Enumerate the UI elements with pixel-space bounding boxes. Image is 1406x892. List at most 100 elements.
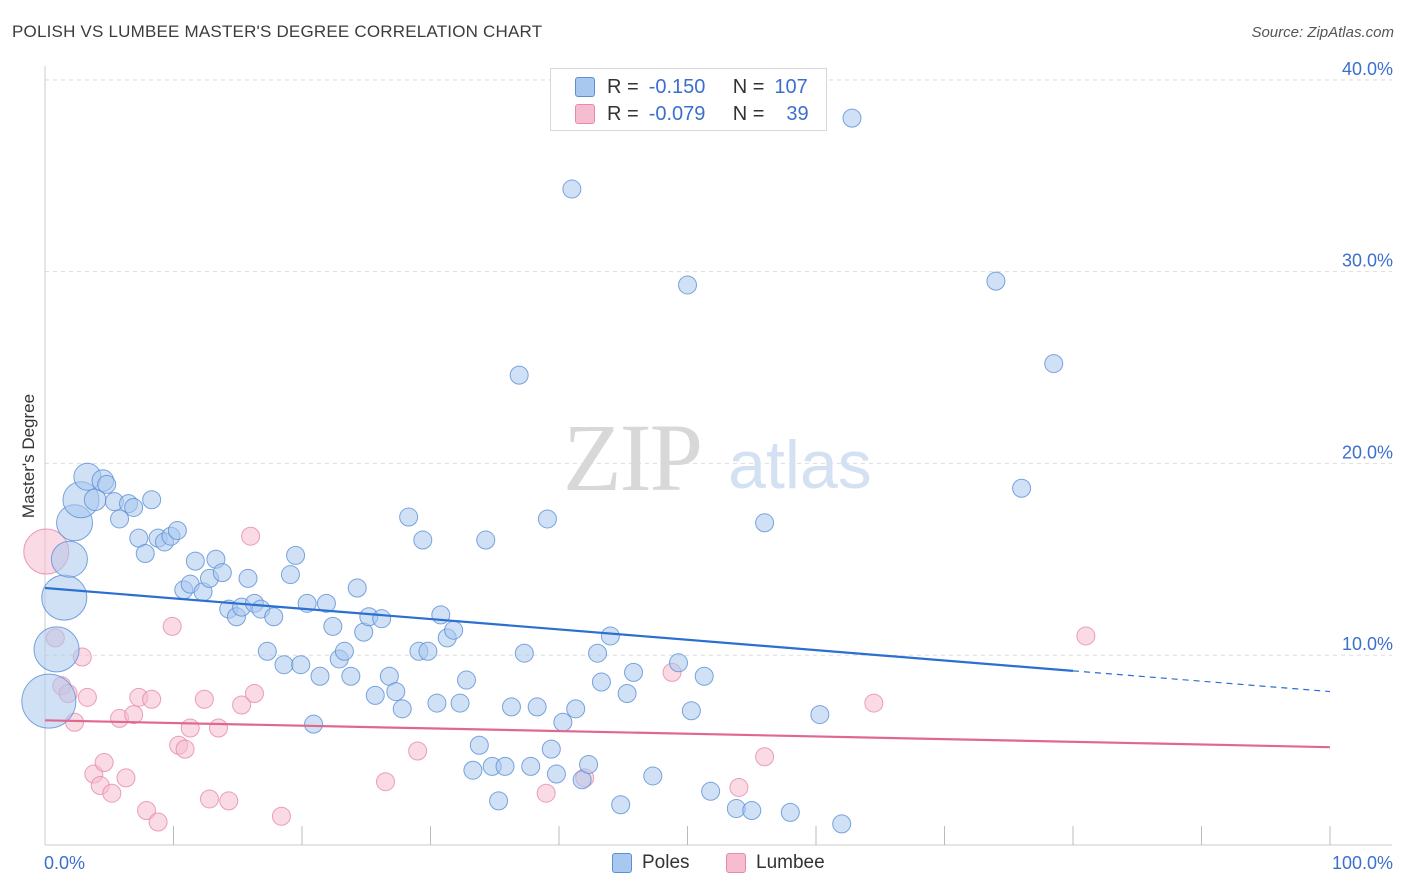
poles-point [489,791,509,811]
lumbee-point [102,783,122,803]
watermark-atlas: atlas [728,427,872,503]
lumbee-point [271,806,291,826]
poles-point [611,795,631,815]
poles-point [541,739,561,759]
poles-point [678,275,697,295]
source-label: Source: ZipAtlas.com [1251,24,1394,41]
lumbee-point [219,791,239,811]
n-value-poles: 107 [774,75,808,98]
poles-point [669,653,689,673]
legend-item-lumbee: Lumbee [726,852,825,874]
trend-layer [44,586,1331,749]
poles-legend-swatch [612,853,632,873]
poles-point [257,641,277,661]
poles-point [1044,354,1064,374]
poles-point [810,705,830,725]
poles-point [341,666,361,686]
poles-point [291,655,311,675]
poles-point [588,643,608,663]
n-label: N = [732,102,765,125]
lumbee-point [376,772,396,792]
poles-point [304,714,324,734]
poles-point [310,666,330,686]
poles-point [392,699,412,719]
poles-point [1012,478,1032,498]
lumbee-point [137,800,157,820]
lumbee-point [142,689,162,709]
poles-point [21,673,77,729]
r-value-lumbee: -0.079 [648,102,706,125]
poles-point [643,766,663,786]
legend-item-poles: Poles [612,852,690,874]
poles-point [521,756,541,776]
poles-point [418,641,438,661]
poles-point [527,697,547,717]
grid-layer [45,79,1392,656]
lumbee-point [232,695,252,715]
poles-point [509,365,529,385]
poles-point [832,814,852,834]
poles-point [97,474,117,494]
poles-point [553,712,573,732]
lumbee-point [162,616,182,636]
lumbee-point [94,753,114,773]
n-label: N = [732,75,765,98]
poles-point [142,490,162,510]
lumbee-point [241,526,261,546]
lumbee-trend-line [44,719,1331,749]
poles-point [579,754,599,774]
poles-point [110,509,130,529]
legend-row-lumbee: R = -0.079 N = 39 [575,101,809,127]
lumbee-point [77,687,97,707]
poles-trend-extension [1072,670,1331,693]
poles-point [444,620,464,640]
poles-point [600,626,620,646]
poles-point [566,699,586,719]
poles-point [501,697,521,717]
lumbee-point [1076,626,1096,646]
poles-point [413,530,433,550]
poles-point [372,609,392,629]
lumbee-point [755,747,775,767]
poles-point [780,802,800,822]
poles-point [347,578,367,598]
lumbee-point [124,705,144,725]
lumbee-legend-swatch [726,853,746,873]
poles-point [842,108,862,128]
poles-point [624,662,644,682]
y-tick-label: 10.0% [1342,634,1393,654]
y-tick-label: 40.0% [1342,59,1393,79]
poles-legend-label: Poles [642,852,690,873]
poles-point [463,760,483,780]
lumbee-point [536,783,556,803]
poles-point [755,513,775,533]
poles-point [238,568,258,588]
poles-point [274,655,294,675]
poles-trend-line [44,586,1074,672]
poles-point [617,683,637,703]
watermark: ZIP atlas [563,404,872,511]
poles-point [701,781,721,801]
poles-point [694,666,714,686]
n-value-lumbee: 39 [786,102,809,125]
poles-point [546,764,566,784]
poles-point [135,543,155,563]
labels-layer: 10.0% 20.0% 30.0% 40.0% 0.0% 100.0% Master's D… [19,59,1393,873]
chart-title: POLISH VS LUMBEE MASTER'S DEGREE CORRELA… [12,22,543,41]
lumbee-point [194,689,214,709]
poles-point [316,593,336,613]
lumbee-point [180,718,200,738]
r-label: R = [607,102,639,125]
poles-point [323,616,343,636]
poles-point [33,626,80,673]
y-axis-title: Master's Degree [19,394,38,518]
lumbee-point [116,768,136,788]
poles-point [386,682,406,702]
poles-point [334,641,354,661]
poles-point [41,574,88,621]
lumbee-point [244,683,264,703]
poles-point [986,271,1006,291]
poles-point [742,800,762,820]
poles-point [286,545,306,565]
poles-point [495,756,515,776]
